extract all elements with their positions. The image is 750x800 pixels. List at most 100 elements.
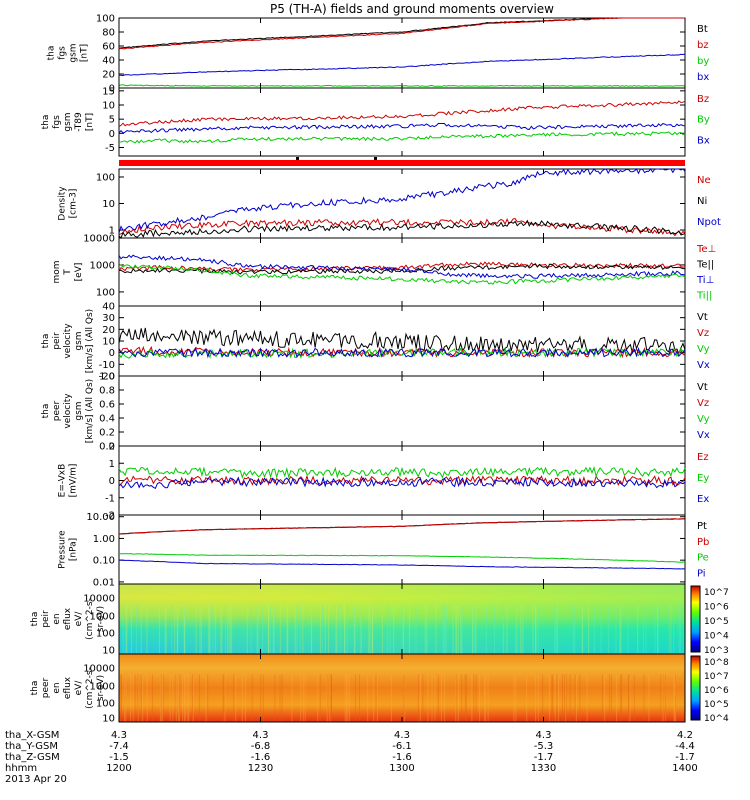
footer-value: -7.4 [109,741,129,752]
series-Ti|| [118,264,686,285]
y-tick-label: 0.10 [93,556,115,567]
legend-Te⊥: Te⊥ [696,244,716,255]
y-tick-label: 20 [102,325,115,336]
legend-Ey: Ey [697,473,709,484]
panel-frame [118,375,686,447]
panel-efield: E=-VxB [mV/m] 2 1 0 -1 -2 Ez Ey Ex [58,442,710,522]
y-tick-label: 60 [102,42,115,53]
series-bx [118,53,686,77]
y-axis-label: peer [52,400,62,421]
y-axis-label: gsm [74,331,84,350]
y-tick-label: 0.2 [99,428,115,439]
y-tick-label: 0.0 [99,442,115,453]
y-tick-label: 0 [109,476,115,487]
y-axis-label: -T89 [74,112,84,132]
figure-title: P5 (TH-A) fields and ground moments over… [270,2,554,16]
legend-Vz: Vz [697,328,709,339]
legend-Te||: Te|| [696,260,714,271]
y-tick-label: 10.00 [86,512,115,523]
y-tick-label: 10 [102,714,115,725]
legend-Ex: Ex [697,494,709,505]
legend-Npot: Npot [697,217,721,228]
y-tick-label: 1000 [90,682,115,693]
footer-value: 4.3 [394,730,410,741]
y-axis-label: gsm [69,43,79,62]
footer-value: 4.3 [253,730,269,741]
y-axis-label: tha [30,681,40,696]
y-axis-label: velocity [63,393,73,429]
y-tick-label: 10 [102,199,115,210]
y-tick-label: 5 [109,115,115,126]
series-Ex [118,476,686,489]
y-tick-label: 0.8 [99,386,115,397]
legend-Vt: Vt [697,382,708,393]
legend-Vz: Vz [697,398,709,409]
legend-Bt: Bt [697,24,708,35]
y-axis-label: fgs [52,115,62,129]
panel-density: Density [cm-3] 100 10 1 Ne Ni Npot [58,168,721,239]
y-tick-label: 100 [96,699,115,710]
y-axis-label: [nPa] [69,538,79,561]
footer-value: 1330 [531,763,556,774]
y-tick-label: 10 [102,337,115,348]
legend-Ni: Ni [697,196,707,207]
footer-value: 4.2 [677,730,693,741]
panel-frame [118,17,686,89]
legend-Pi: Pi [697,568,706,579]
y-tick-label: 0 [109,84,115,95]
panel-fgs-t89: tha fgs gsm -T89 [nT] 15 10 5 0 -5 Bz By Bx [41,86,710,157]
y-tick-label: 2 [109,442,115,453]
status-marker [296,157,299,160]
y-tick-label: 10 [102,101,115,112]
y-axis-label: fgs [58,46,68,60]
footer-value: 1400 [672,763,697,774]
colorbar [690,655,701,721]
footer-value: -4.4 [675,741,695,752]
panel-frame [118,168,686,239]
legend-Ti||: Ti|| [696,291,712,302]
legend-Pe: Pe [697,553,709,564]
colorbar-label: 10^3 [704,646,729,656]
y-tick-label: 30 [102,313,115,324]
footer-value: -1.6 [251,752,271,763]
legend-Ez: Ez [697,452,709,463]
y-tick-label: 0 [109,129,115,140]
colorbar-label: 10^6 [704,603,729,613]
y-tick-label: -5 [105,143,115,154]
y-axis-label: [nT] [85,113,95,131]
colorbar-label: 10^7 [704,588,729,598]
y-axis-label: en [52,682,62,693]
legend-Pt: Pt [697,521,707,532]
colorbar-label: 10^4 [704,632,729,642]
spectrogram [119,654,685,722]
y-tick-label: 15 [102,86,115,97]
y-axis-label: gsm [74,401,84,420]
series-Bz [118,100,686,127]
legend-Bz: Bz [697,94,709,105]
y-tick-label: -20 [99,372,115,383]
footer-value: 4.3 [536,730,552,741]
y-tick-label: -2 [105,511,115,522]
y-axis-label: peir [41,610,51,628]
y-axis-label: E=-VxB [58,464,68,498]
y-axis-label: mom [52,260,62,283]
colorbar-label: 10^4 [704,714,729,724]
y-tick-label: 0.4 [99,414,115,425]
y-tick-label: 1000 [90,260,115,271]
footer-row-label: tha_X-GSM [5,730,59,741]
y-axis-label: eV/ [74,680,84,696]
series-Ni [118,219,686,239]
y-axis-label: eV/ [74,611,84,627]
y-tick-label: 80 [102,28,115,39]
legend-Vx: Vx [697,430,710,441]
series-Pi [118,559,686,570]
colorbar-label: 10^5 [704,700,729,710]
y-axis-label: (cm^2-s- [85,598,95,640]
footer-row-label: hhmm [5,763,37,774]
status-bar [119,160,685,166]
panel-fgs: tha fgs gsm [nT] 100 80 60 40 20 0 Bt bz by bx [47,14,710,95]
y-axis-label: peer [41,677,51,698]
y-tick-label: 100 [96,172,115,183]
